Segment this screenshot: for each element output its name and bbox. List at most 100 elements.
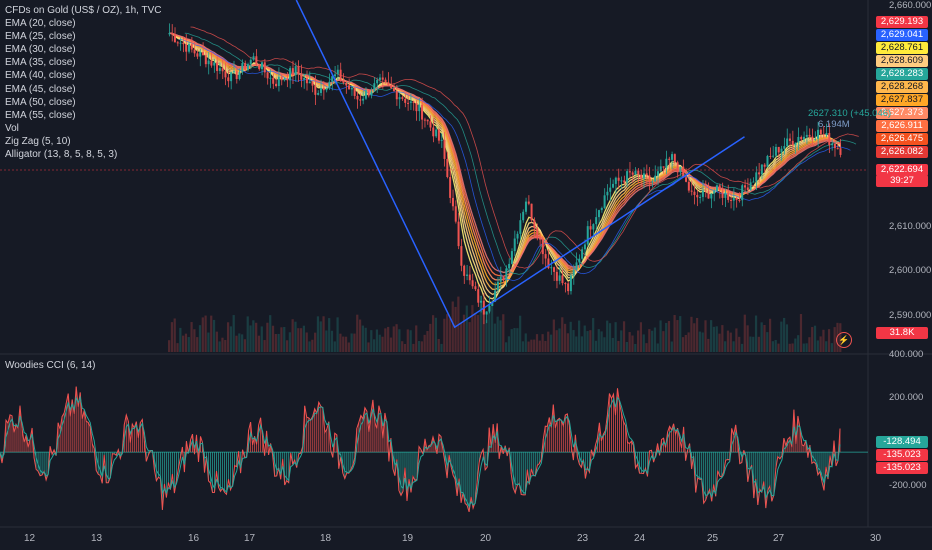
volume-bar <box>471 305 474 352</box>
indicator-vol[interactable]: Vol <box>5 122 19 134</box>
indicator-ema-35[interactable]: EMA (35, close) <box>5 57 76 69</box>
candle-body <box>280 76 283 81</box>
candle-body <box>415 103 418 112</box>
candle-body <box>401 97 404 99</box>
volume-bar <box>314 332 317 352</box>
candle-body <box>387 82 390 86</box>
candle-body <box>244 63 247 70</box>
volume-bar <box>451 301 454 352</box>
indicator-ema-55[interactable]: EMA (55, close) <box>5 109 76 121</box>
instrument-title[interactable]: CFDs on Gold (US$ / OZ), 1h, TVC <box>5 5 162 16</box>
price-badge: 2,628.283 <box>876 68 928 80</box>
indicator-ema-30[interactable]: EMA (30, close) <box>5 44 76 56</box>
candle-body <box>443 139 446 159</box>
candle-body <box>474 286 477 290</box>
volume-bar <box>527 341 530 352</box>
volume-bar <box>521 341 525 352</box>
cci-badge: -135.023 <box>876 462 928 474</box>
candle-body <box>190 43 193 50</box>
candle-body <box>235 71 238 79</box>
candle-body <box>592 224 595 230</box>
price-tick: 2,610.000 <box>889 221 932 232</box>
volume-bar <box>476 315 480 352</box>
indicator-alligator[interactable]: Alligator (13, 8, 5, 8, 5, 3) <box>5 149 118 161</box>
volume-bar <box>271 325 275 352</box>
candle-body <box>333 74 336 77</box>
cci-pane-label[interactable]: Woodies CCI (6, 14) <box>5 360 96 371</box>
volume-bar <box>569 321 572 352</box>
volume-bar <box>634 343 637 352</box>
volume-bar <box>187 337 190 352</box>
volume-bar <box>614 322 617 352</box>
volume-bar <box>381 336 384 352</box>
volume-bar <box>746 325 749 352</box>
volume-bar <box>555 330 558 352</box>
volume-bar <box>373 339 376 352</box>
volume-bar <box>417 341 421 352</box>
volume-bar <box>288 332 291 352</box>
candle-body <box>477 289 480 303</box>
volume-bar <box>330 330 334 352</box>
volume-bar <box>791 343 794 352</box>
candle-body <box>581 249 584 259</box>
volume-bar <box>446 314 449 352</box>
volume-bar <box>639 322 643 352</box>
candle-body <box>210 60 213 66</box>
indicator-ema-25[interactable]: EMA (25, close) <box>5 31 76 43</box>
candle-body <box>783 146 786 149</box>
ema-line <box>169 32 842 304</box>
indicator-ema-40[interactable]: EMA (40, close) <box>5 70 76 82</box>
volume-bar <box>701 332 704 352</box>
volume-bar <box>667 321 671 352</box>
candle-body <box>373 83 376 92</box>
candle-body <box>597 210 600 218</box>
candle-body <box>494 290 497 302</box>
price-badge: 2,626.082 <box>876 146 928 158</box>
candle-body <box>423 119 426 121</box>
volume-bar <box>249 325 252 352</box>
candle-body <box>325 88 328 91</box>
candle-body <box>648 175 651 183</box>
volume-bar <box>768 318 772 352</box>
volume-bar <box>460 323 463 352</box>
candle-body <box>732 197 735 201</box>
indicator-zigzag[interactable]: Zig Zag (5, 10) <box>5 135 71 147</box>
date-tick: 20 <box>480 533 492 544</box>
candle-body <box>522 211 525 221</box>
candle-body <box>249 59 252 65</box>
volume-bar <box>572 330 575 352</box>
candle-body <box>196 53 199 57</box>
volume-bar <box>173 318 176 352</box>
volume-bar <box>179 327 182 352</box>
candle-body <box>825 133 828 136</box>
volume-bar <box>308 341 311 352</box>
candle-body <box>555 271 558 281</box>
volume-bar <box>544 340 547 352</box>
indicator-ema-45[interactable]: EMA (45, close) <box>5 83 76 95</box>
volume-bar <box>788 343 791 352</box>
volume-bar <box>698 331 701 352</box>
candle-body <box>207 60 210 65</box>
candle-body <box>294 66 297 75</box>
volume-bar <box>597 329 600 352</box>
price-tick: 2,590.000 <box>889 310 932 321</box>
candle-body <box>744 185 747 188</box>
date-tick: 19 <box>402 533 414 544</box>
date-tick: 25 <box>707 533 719 544</box>
candle-body <box>454 206 457 222</box>
candle-body <box>791 140 794 146</box>
candle-body <box>530 203 533 221</box>
volume-bar <box>530 339 533 352</box>
candle-body <box>642 173 645 179</box>
indicator-ema-20[interactable]: EMA (20, close) <box>5 18 76 30</box>
candle-body <box>735 197 738 200</box>
candle-body <box>263 62 266 73</box>
volume-bar <box>510 329 513 352</box>
volume-bar <box>465 305 468 352</box>
lightning-icon[interactable]: ⚡ <box>836 332 852 348</box>
indicator-ema-50[interactable]: EMA (50, close) <box>5 96 76 108</box>
candle-body <box>496 281 499 291</box>
volume-bar <box>738 336 741 352</box>
volume-bar <box>622 321 626 352</box>
volume-bar <box>437 338 440 352</box>
